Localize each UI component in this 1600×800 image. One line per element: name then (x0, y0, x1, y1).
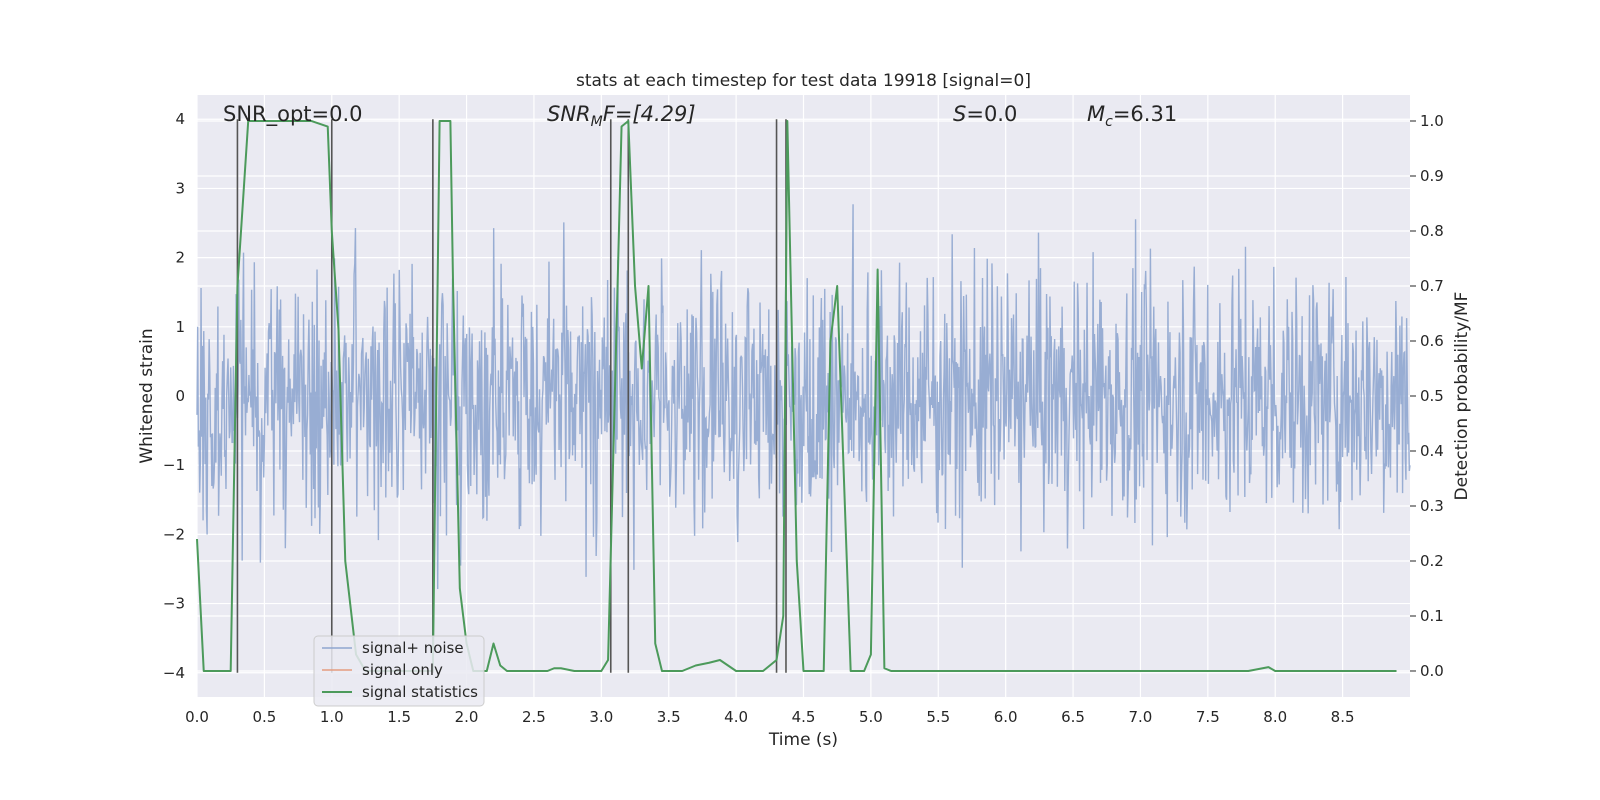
annotation-s: S=0.0 (953, 102, 1017, 126)
y2-tick-label: 0.7 (1420, 277, 1444, 295)
legend: signal+ noise signal only signal statist… (313, 635, 485, 707)
signal-noise-series (196, 204, 1411, 590)
y2-tick-label: 1.0 (1420, 112, 1444, 130)
x-tick-label: 1.5 (387, 708, 411, 726)
y-tick-label: 4 (175, 110, 185, 128)
y-tick-label: −1 (163, 456, 185, 474)
legend-label-signal-only: signal only (362, 661, 443, 679)
x-tick-label: 0.5 (252, 708, 276, 726)
x-tick-label: 7.0 (1129, 708, 1153, 726)
y2-tick-label: 0.8 (1420, 222, 1444, 240)
signal-statistics-line (196, 120, 1397, 672)
y2-tick-label: 0.6 (1420, 332, 1444, 350)
y2-tick-label: 0.0 (1420, 662, 1444, 680)
y2-tick-label: 0.1 (1420, 607, 1444, 625)
annotation-s-main: S (953, 102, 966, 126)
tick-labels: 0.0 0.5 1.0 1.5 2.0 2.5 3.0 3.5 4.0 4.5 5.0 5.5 6.0 6… (163, 110, 1444, 726)
y2-tick-label: 0.5 (1420, 387, 1444, 405)
legend-label-signal-statistics: signal statistics (362, 683, 478, 701)
y-tick-label: 3 (175, 179, 185, 197)
annotation-snr-mf-tail: F=[4.29] (603, 102, 696, 126)
signal-noise-line (196, 204, 1411, 590)
annotation-mc-main: M (1087, 102, 1105, 126)
x-tick-label: 5.0 (859, 708, 883, 726)
y-tick-label: 0 (175, 387, 185, 405)
y-tick-label: −4 (163, 664, 185, 682)
x-tick-label: 8.5 (1331, 708, 1355, 726)
annotation-mc-tail: =6.31 (1113, 102, 1177, 126)
annotation-mc: Mc=6.31 (1087, 102, 1177, 130)
annotation-snr-opt: SNR_opt=0.0 (223, 102, 363, 127)
signal-statistics-series (196, 120, 1397, 672)
annotation-snr-mf-main: SNR (547, 102, 591, 126)
x-tick-label: 2.5 (522, 708, 546, 726)
y2-axis-label: Detection probability/MF (1452, 292, 1472, 501)
y2-tick-label: 0.9 (1420, 167, 1444, 185)
legend-label-signal-noise: signal+ noise (362, 639, 464, 657)
annotation-s-tail: =0.0 (966, 102, 1017, 126)
y-tick-label: 2 (175, 249, 185, 267)
x-tick-label: 0.0 (185, 708, 209, 726)
annotation-mc-sub: c (1105, 114, 1113, 130)
x-tick-label: 5.5 (926, 708, 950, 726)
annotation-snr-mf: SNRMF=[4.29] (547, 102, 696, 130)
y2-tick-label: 0.4 (1420, 442, 1444, 460)
x-tick-label: 1.0 (320, 708, 344, 726)
x-tick-label: 7.5 (1196, 708, 1220, 726)
y-tick-label: −2 (163, 525, 185, 543)
y-axis-label: Whitened strain (137, 328, 157, 463)
y2-tick-label: 0.2 (1420, 552, 1444, 570)
x-tick-label: 3.0 (589, 708, 613, 726)
legend-box (313, 635, 485, 707)
x-tick-label: 6.5 (1061, 708, 1085, 726)
annotation-snr-mf-sub: M (591, 114, 603, 130)
x-tick-label: 2.0 (455, 708, 479, 726)
x-tick-label: 6.0 (994, 708, 1018, 726)
chart-title: stats at each timestep for test data 199… (576, 71, 1031, 91)
x-tick-label: 8.0 (1263, 708, 1287, 726)
x-tick-label: 3.5 (657, 708, 681, 726)
y-tick-label: 1 (175, 318, 185, 336)
x-axis-label: Time (s) (768, 730, 838, 750)
y2-tick-label: 0.3 (1420, 497, 1444, 515)
y-tick-label: −3 (163, 595, 185, 613)
x-tick-label: 4.0 (724, 708, 748, 726)
x-tick-label: 4.5 (792, 708, 816, 726)
